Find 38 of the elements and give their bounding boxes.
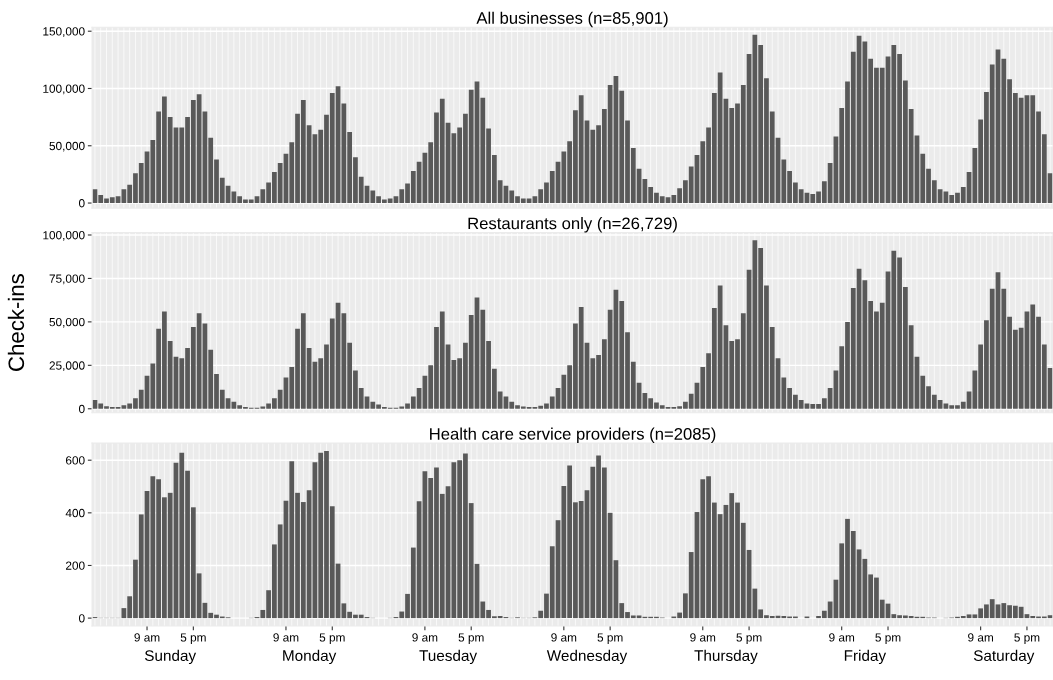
y-tick-label: 50,000	[49, 141, 85, 152]
y-axis-title: Check-ins	[7, 274, 25, 371]
y-tick-label: 400	[65, 508, 85, 518]
x-tick-label: 5 pm	[180, 633, 206, 644]
text: Monday	[283, 649, 337, 665]
x-tick-label: 5 pm	[597, 633, 623, 644]
x-tick-label: 9 am	[273, 633, 299, 642]
text: Tuesday	[419, 649, 478, 665]
x-tick-label: 9 am	[134, 633, 160, 642]
x-tick-label: 5 pm	[319, 633, 345, 644]
text: Wednesday	[546, 649, 628, 665]
x-tick-label: 5 pm	[736, 633, 762, 644]
y-tick-label: 600	[65, 456, 85, 465]
y-tick-label: 75,000	[49, 274, 85, 285]
text: Friday	[844, 649, 887, 665]
text: Sunday	[144, 649, 197, 665]
x-tick-label: 9 am	[690, 633, 716, 642]
y-tick-label: 100,000	[43, 231, 85, 241]
text: Thursday	[694, 649, 758, 665]
chart-title: All businesses (n=85,901)	[476, 11, 668, 28]
x-tick-label: 9 am	[968, 633, 993, 642]
y-tick-label: 150,000	[43, 27, 85, 37]
x-tick-label: 5 pm	[875, 633, 901, 644]
x-tick-label: 9 am	[829, 633, 855, 642]
x-tick-label: 5 pm	[1014, 633, 1040, 644]
chart-title: Restaurants only (n=26,729)	[468, 217, 677, 233]
y-tick-label: 100,000	[43, 84, 85, 95]
chart-title: Health care service providers (n=2085)	[430, 427, 716, 444]
y-tick-label: 0	[78, 614, 85, 623]
x-tick-label: 5 pm	[458, 633, 484, 644]
y-tick-label: 200	[65, 561, 85, 570]
x-tick-label: 9 am	[412, 633, 438, 642]
y-tick-label: 0	[78, 404, 85, 414]
y-tick-label: 0	[78, 199, 85, 208]
y-tick-label: 50,000	[49, 317, 85, 328]
y-tick-label: 25,000	[49, 361, 85, 372]
text: Saturday	[973, 649, 1035, 665]
x-tick-label: 9 am	[551, 633, 577, 642]
